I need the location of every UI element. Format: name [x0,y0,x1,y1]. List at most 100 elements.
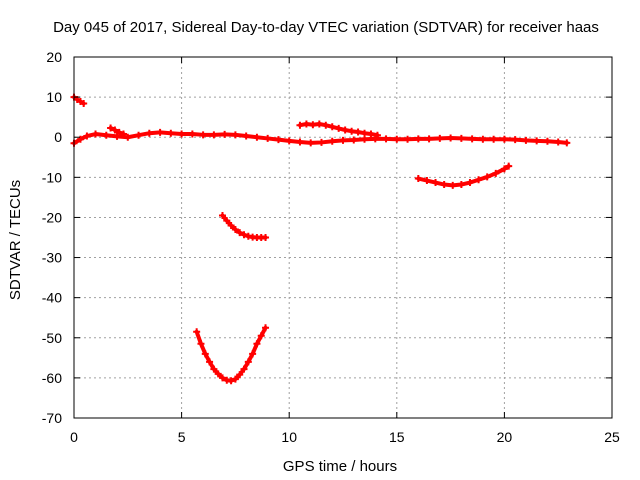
data-point [457,134,465,142]
data-point [119,130,127,138]
data-point [436,134,444,142]
data-point [317,138,325,146]
data-point [236,229,244,237]
data-point [214,370,222,378]
data-point [145,129,153,137]
data-point [264,134,272,142]
data-point [432,179,440,187]
chart-title: Day 045 of 2017, Sidereal Day-to-day VTE… [53,19,599,36]
data-point [242,132,250,140]
data-point [350,136,358,144]
data-point [328,123,336,131]
data-point [188,130,196,138]
data-point [249,350,257,358]
data-point [240,231,248,239]
series-start-segment [70,93,88,108]
axis-ticks: 0 5 10 15 20 25 -70 -60 -50 -40 -30 -20 -10 0 10 20 [42,49,620,445]
data-point [231,225,239,233]
data-point [423,177,431,185]
data-point [92,130,100,138]
data-point [468,135,476,143]
y-tick-label: -50 [42,330,62,346]
series-mid-high [296,120,381,139]
data-point [543,137,551,145]
data-point [475,176,483,184]
series-descending-segment [218,211,270,241]
data-point [393,135,401,143]
data-point [447,134,455,142]
x-tick-label: 5 [178,429,186,445]
grid-lines [74,57,612,418]
data-point [223,217,231,225]
data-point [274,136,282,144]
data-point [83,132,91,140]
data-point [80,100,88,108]
data-point [218,374,226,382]
data-point [361,135,369,143]
y-tick-label: 20 [46,49,62,65]
data-point [227,377,235,385]
data-point [221,130,229,138]
data-point [335,124,343,132]
data-point [240,365,248,373]
series-bump-2h [107,124,127,138]
data-point [107,124,115,132]
data-point [206,358,214,366]
data-point [262,234,270,241]
data-point [373,131,381,139]
data-point [257,332,265,340]
data-point [483,173,491,181]
data-series [70,93,571,385]
x-tick-label: 25 [604,429,620,445]
y-tick-label: -40 [42,290,62,306]
data-point [111,126,119,134]
data-point [156,128,164,136]
y-tick-label: 10 [46,89,62,105]
data-point [404,135,412,143]
data-point [425,135,433,143]
data-point [361,129,369,137]
x-tick-label: 0 [70,429,78,445]
data-point [500,165,508,173]
data-point [113,132,121,140]
data-point [533,137,541,145]
data-point [210,131,218,139]
data-point [440,181,448,189]
data-point [315,120,323,128]
data-point [492,169,500,177]
data-point [302,120,310,128]
series-afternoon-curve [414,162,513,189]
data-point [210,365,218,373]
data-point [354,128,362,136]
y-tick-label: -10 [42,169,62,185]
data-point [367,130,375,138]
x-axis-label: GPS time / hours [283,458,397,475]
data-point [339,136,347,144]
data-point [197,340,205,348]
data-point [414,135,422,143]
data-point [201,350,209,358]
y-tick-label: -70 [42,410,62,426]
data-point [457,181,465,189]
y-tick-label: -30 [42,250,62,266]
series-u-curve-deep [193,324,270,385]
y-axis-label: SDTVAR / TECUs [7,180,24,300]
data-point [199,131,207,139]
data-point [511,136,519,144]
x-tick-label: 15 [389,429,405,445]
data-point [382,135,390,143]
data-point [253,133,261,141]
y-tick-label: 0 [54,129,62,145]
data-point [285,137,293,145]
data-point [449,181,457,189]
data-point [253,340,261,348]
data-point [296,138,304,146]
data-point [341,126,349,134]
data-point [135,131,143,139]
data-point [500,135,508,143]
data-point [505,162,513,170]
data-point [522,136,530,144]
x-tick-label: 10 [281,429,297,445]
x-tick-label: 20 [497,429,513,445]
